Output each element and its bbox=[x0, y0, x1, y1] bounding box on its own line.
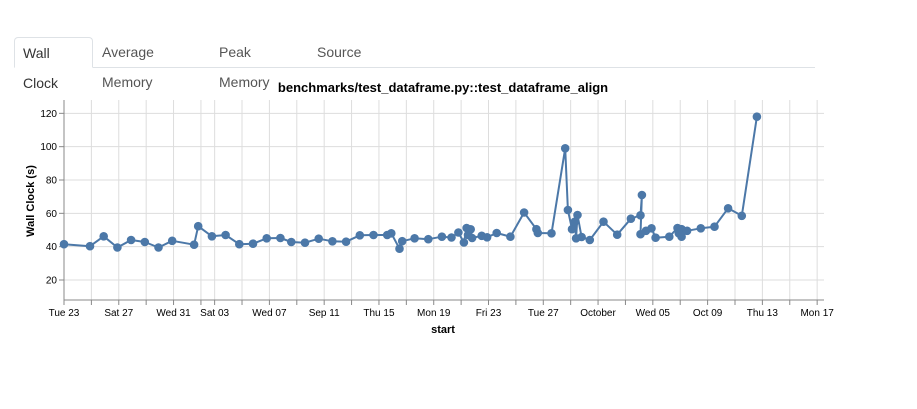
data-point bbox=[482, 233, 492, 242]
data-point bbox=[193, 221, 203, 231]
data-point bbox=[387, 229, 396, 238]
data-point bbox=[424, 234, 433, 244]
data-point bbox=[355, 231, 365, 240]
y-tick-label: 60 bbox=[46, 209, 58, 220]
data-point bbox=[248, 239, 258, 248]
data-point bbox=[647, 224, 656, 233]
data-point bbox=[723, 204, 733, 213]
data-point bbox=[752, 112, 762, 121]
y-tick-label: 40 bbox=[46, 242, 58, 253]
tab-average-memory[interactable]: Average Memory bbox=[102, 44, 154, 90]
data-point bbox=[459, 238, 469, 247]
chart-title: benchmarks/test_dataframe.py::test_dataf… bbox=[278, 80, 608, 95]
data-point bbox=[665, 232, 674, 241]
data-point bbox=[547, 229, 556, 238]
x-tick-label: Sat 03 bbox=[200, 308, 229, 319]
y-tick-label: 80 bbox=[46, 176, 58, 187]
x-tick-label: Sep 11 bbox=[309, 308, 340, 319]
grid bbox=[63, 100, 824, 300]
data-point bbox=[467, 233, 477, 243]
data-point bbox=[447, 233, 456, 242]
data-point bbox=[59, 239, 69, 249]
data-point bbox=[563, 205, 573, 215]
data-point bbox=[328, 237, 337, 246]
x-tick-label: October bbox=[580, 308, 616, 319]
data-point bbox=[235, 239, 244, 249]
y-axis-title: Wall Clock (s) bbox=[25, 165, 37, 237]
data-point bbox=[637, 190, 647, 200]
data-point bbox=[410, 234, 419, 243]
data-point bbox=[466, 225, 476, 234]
data-point bbox=[567, 224, 577, 234]
data-point bbox=[221, 230, 230, 240]
tab-bar: Wall Clock Average Memory Peak Memory So… bbox=[14, 37, 815, 91]
data-point bbox=[519, 208, 529, 217]
x-tick-label: Mon 17 bbox=[800, 308, 834, 319]
data-point bbox=[737, 211, 747, 221]
data-point bbox=[560, 144, 570, 153]
data-point bbox=[99, 232, 108, 241]
x-tick-label: Mon 19 bbox=[417, 308, 451, 319]
x-tick-label: Tue 27 bbox=[528, 308, 559, 319]
tab-wall-clock[interactable]: Wall Clock bbox=[14, 37, 93, 91]
x-tick-label: Wed 07 bbox=[252, 308, 287, 319]
data-point bbox=[626, 214, 636, 223]
data-point bbox=[533, 228, 543, 238]
data-point bbox=[492, 228, 502, 238]
x-axis-title: start bbox=[431, 324, 455, 336]
y-tick-label: 100 bbox=[40, 142, 57, 153]
data-point bbox=[437, 232, 447, 241]
data-point bbox=[651, 233, 660, 242]
data-point bbox=[636, 211, 645, 220]
data-point bbox=[85, 241, 95, 251]
data-point bbox=[287, 237, 296, 247]
data-point bbox=[207, 232, 217, 241]
data-point bbox=[577, 232, 586, 242]
data-point bbox=[126, 235, 136, 245]
y-tick-label: 20 bbox=[46, 276, 58, 287]
data-point bbox=[140, 237, 150, 247]
tab-source[interactable]: Source bbox=[317, 44, 362, 60]
data-point bbox=[585, 235, 595, 245]
x-tick-label: Wed 31 bbox=[156, 308, 191, 319]
x-tick-label: Oct 09 bbox=[693, 308, 723, 319]
data-point bbox=[154, 243, 163, 252]
x-tick-label: Sat 27 bbox=[104, 308, 133, 319]
x-tick-label: Tue 23 bbox=[49, 308, 80, 319]
data-point bbox=[612, 230, 622, 239]
data-point bbox=[167, 236, 177, 246]
x-tick-label: Thu 13 bbox=[747, 308, 779, 319]
x-tick-label: Wed 05 bbox=[636, 308, 671, 319]
data-point bbox=[599, 217, 608, 226]
data-point bbox=[506, 232, 515, 241]
data-point bbox=[276, 233, 285, 243]
data-point bbox=[341, 237, 351, 246]
data-point bbox=[113, 243, 122, 252]
data-point bbox=[314, 234, 324, 243]
data-point bbox=[189, 240, 199, 249]
data-point bbox=[454, 228, 463, 237]
data-point bbox=[397, 236, 407, 246]
data-point bbox=[573, 210, 582, 220]
data-point bbox=[300, 238, 310, 247]
data-point bbox=[710, 222, 719, 231]
x-tick-label: Fri 23 bbox=[476, 308, 502, 319]
data-point bbox=[682, 226, 692, 236]
data-point bbox=[369, 230, 378, 240]
data-point bbox=[677, 232, 686, 241]
tab-peak-memory[interactable]: Peak Memory bbox=[219, 44, 270, 90]
axes: 20 40 60 80 100 120 Tue 23 Sat 27 Wed 31 Sat 03 We… bbox=[40, 100, 834, 319]
data-point bbox=[262, 234, 272, 243]
series-wall-clock bbox=[59, 112, 762, 253]
y-tick-label: 120 bbox=[40, 109, 57, 120]
x-tick-label: Thu 15 bbox=[363, 308, 395, 319]
data-point bbox=[696, 224, 706, 233]
data-point bbox=[395, 244, 404, 253]
